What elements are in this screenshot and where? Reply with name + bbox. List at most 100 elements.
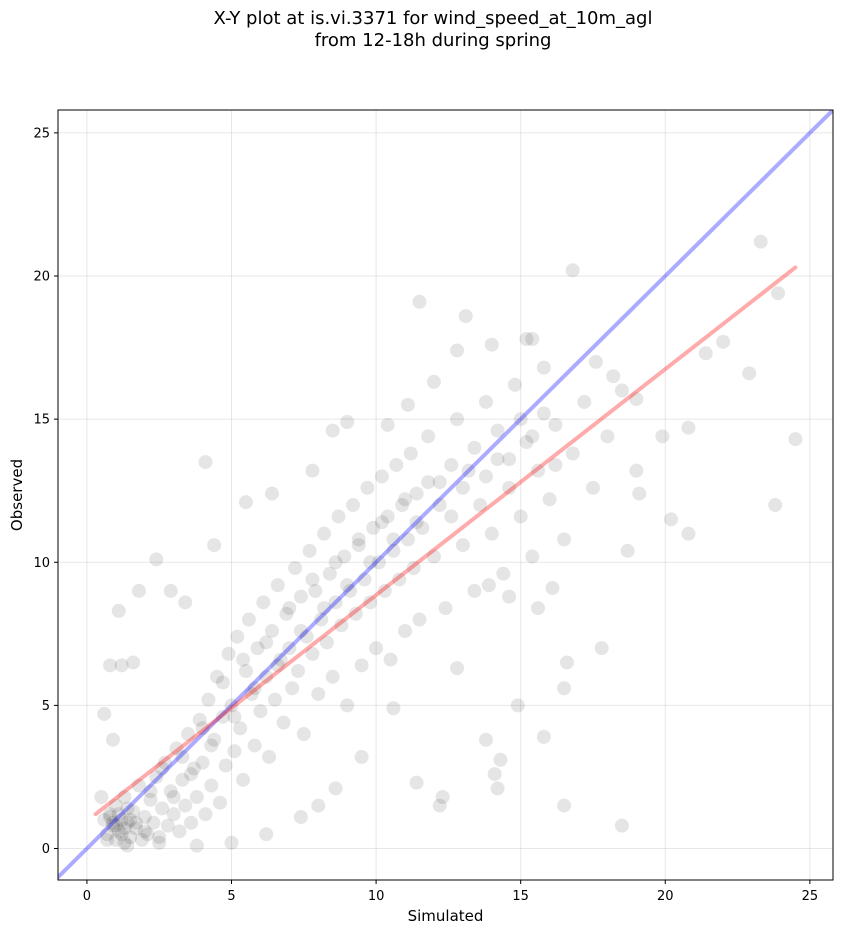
scatter-point <box>293 589 308 604</box>
scatter-point <box>270 658 285 673</box>
scatter-point <box>655 429 670 444</box>
scatter-point <box>198 455 213 470</box>
scatter-point <box>204 738 219 753</box>
scatter-point <box>354 658 369 673</box>
scatter-point <box>400 532 415 547</box>
scatter-point <box>311 798 326 813</box>
scatter-point <box>548 457 563 472</box>
scatter-point <box>103 658 118 673</box>
chart-title-line-2: from 12-18h during spring <box>314 30 552 51</box>
scatter-point <box>279 606 294 621</box>
scatter-point <box>111 603 126 618</box>
scatter-point <box>340 415 355 430</box>
scatter-point <box>496 566 511 581</box>
scatter-point <box>406 560 421 575</box>
scatter-point <box>299 629 314 644</box>
scatter-point <box>351 538 366 553</box>
scatter-point <box>681 526 696 541</box>
scatter-point <box>126 655 141 670</box>
scatter-point <box>189 789 204 804</box>
scatter-point <box>450 661 465 676</box>
scatter-point <box>340 698 355 713</box>
scatter-point <box>742 366 757 381</box>
scatter-point <box>502 480 517 495</box>
scatter-point <box>236 772 251 787</box>
scatter-point <box>166 789 181 804</box>
y-tick-label: 15 <box>33 413 50 428</box>
scatter-point <box>565 263 580 278</box>
scatter-point <box>160 818 175 833</box>
scatter-point <box>103 810 118 825</box>
scatter-point <box>421 475 436 490</box>
scatter-point <box>386 701 401 716</box>
scatter-point <box>788 432 803 447</box>
scatter-point <box>409 486 424 501</box>
y-tick-label: 25 <box>33 126 50 141</box>
scatter-point <box>343 583 358 598</box>
scatter-point <box>178 798 193 813</box>
scatter-point <box>421 429 436 444</box>
scatter-point <box>175 772 190 787</box>
scatter-point <box>126 804 141 819</box>
x-tick-label: 25 <box>802 889 819 904</box>
scatter-point <box>588 354 603 369</box>
scatter-point <box>259 669 274 684</box>
scatter-point <box>600 429 615 444</box>
scatter-point <box>531 601 546 616</box>
chart-title-line-1: X-Y plot at is.vi.3371 for wind_speed_at… <box>213 8 653 29</box>
scatter-point <box>386 532 401 547</box>
scatter-point <box>444 457 459 472</box>
scatter-point <box>291 664 306 679</box>
scatter-point <box>212 795 227 810</box>
scatter-point <box>412 612 427 627</box>
scatter-point <box>285 681 300 696</box>
scatter-point <box>114 812 129 827</box>
scatter-point <box>426 549 441 564</box>
scatter-point <box>557 798 572 813</box>
scatter-point <box>207 732 222 747</box>
scatter-point <box>484 337 499 352</box>
scatter-point <box>181 727 196 742</box>
scatter-point <box>531 463 546 478</box>
scatter-point <box>620 543 635 558</box>
scatter-point <box>192 712 207 727</box>
scatter-point <box>461 463 476 478</box>
scatter-point <box>140 827 155 842</box>
scatter-point <box>120 801 135 816</box>
scatter-point <box>400 397 415 412</box>
scatter-point <box>548 417 563 432</box>
scatter-point <box>134 832 149 847</box>
scatter-point <box>409 775 424 790</box>
scatter-point <box>360 480 375 495</box>
scatter-point <box>224 698 239 713</box>
y-tick-label: 20 <box>33 270 50 285</box>
scatter-point <box>302 543 317 558</box>
scatter-point <box>348 606 363 621</box>
scatter-point <box>435 789 450 804</box>
scatter-point <box>184 767 199 782</box>
scatter-point <box>317 526 332 541</box>
scatter-point <box>305 463 320 478</box>
scatter-point <box>155 801 170 816</box>
scatter-point <box>322 566 337 581</box>
scatter-point <box>395 498 410 513</box>
scatter-point <box>288 560 303 575</box>
scatter-point <box>117 821 132 836</box>
scatter-point <box>328 781 343 796</box>
scatter-point <box>377 583 392 598</box>
scatter-point <box>565 446 580 461</box>
scatter-point <box>233 721 248 736</box>
scatter-point <box>507 377 522 392</box>
scatter-point <box>247 681 262 696</box>
scatter-point <box>198 807 213 822</box>
scatter-point <box>478 394 493 409</box>
scatter-point <box>328 595 343 610</box>
scatter-point <box>172 824 187 839</box>
scatter-point <box>371 555 386 570</box>
scatter-point <box>380 417 395 432</box>
scatter-point <box>513 412 528 427</box>
scatter-point <box>493 752 508 767</box>
scatter-point <box>236 652 251 667</box>
scatter-point <box>201 692 216 707</box>
